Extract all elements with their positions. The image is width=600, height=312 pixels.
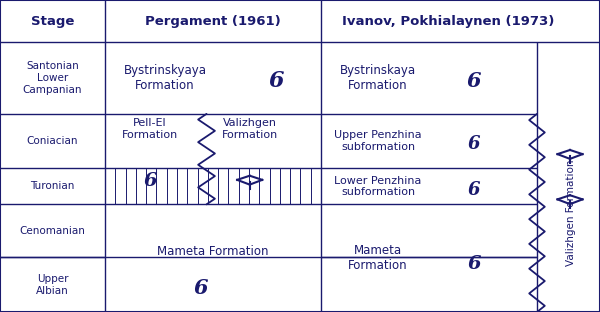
- Text: Mameta Formation: Mameta Formation: [157, 246, 269, 258]
- Text: Cenomanian: Cenomanian: [20, 226, 85, 236]
- Text: 6: 6: [468, 181, 480, 198]
- Text: Valizhgen Formation: Valizhgen Formation: [566, 160, 577, 266]
- Text: 6: 6: [468, 135, 480, 153]
- Text: 6: 6: [467, 71, 481, 91]
- Text: Upper
Albian: Upper Albian: [36, 274, 69, 295]
- Text: Stage: Stage: [31, 15, 74, 27]
- Text: Santonian
Lower
Campanian: Santonian Lower Campanian: [23, 61, 82, 95]
- Text: Ivanov, Pokhialaynen (1973): Ivanov, Pokhialaynen (1973): [343, 15, 554, 27]
- Text: Pell-El
Formation: Pell-El Formation: [122, 118, 178, 139]
- Text: 6: 6: [467, 256, 481, 273]
- Text: Mameta
Formation: Mameta Formation: [348, 244, 408, 272]
- Text: Lower Penzhina
subformation: Lower Penzhina subformation: [334, 176, 422, 197]
- Text: Coniacian: Coniacian: [27, 136, 78, 146]
- Text: Bystrinskaya
Formation: Bystrinskaya Formation: [340, 64, 416, 92]
- Text: 6: 6: [268, 70, 284, 92]
- Text: Bystrinskyaya
Formation: Bystrinskyaya Formation: [124, 64, 206, 92]
- Text: 6: 6: [194, 278, 208, 298]
- Text: Turonian: Turonian: [31, 181, 74, 192]
- Text: Valizhgen
Formation: Valizhgen Formation: [221, 118, 278, 139]
- Text: 6: 6: [143, 172, 157, 190]
- Text: Pergament (1961): Pergament (1961): [145, 15, 281, 27]
- Text: Upper Penzhina
subformation: Upper Penzhina subformation: [334, 130, 422, 152]
